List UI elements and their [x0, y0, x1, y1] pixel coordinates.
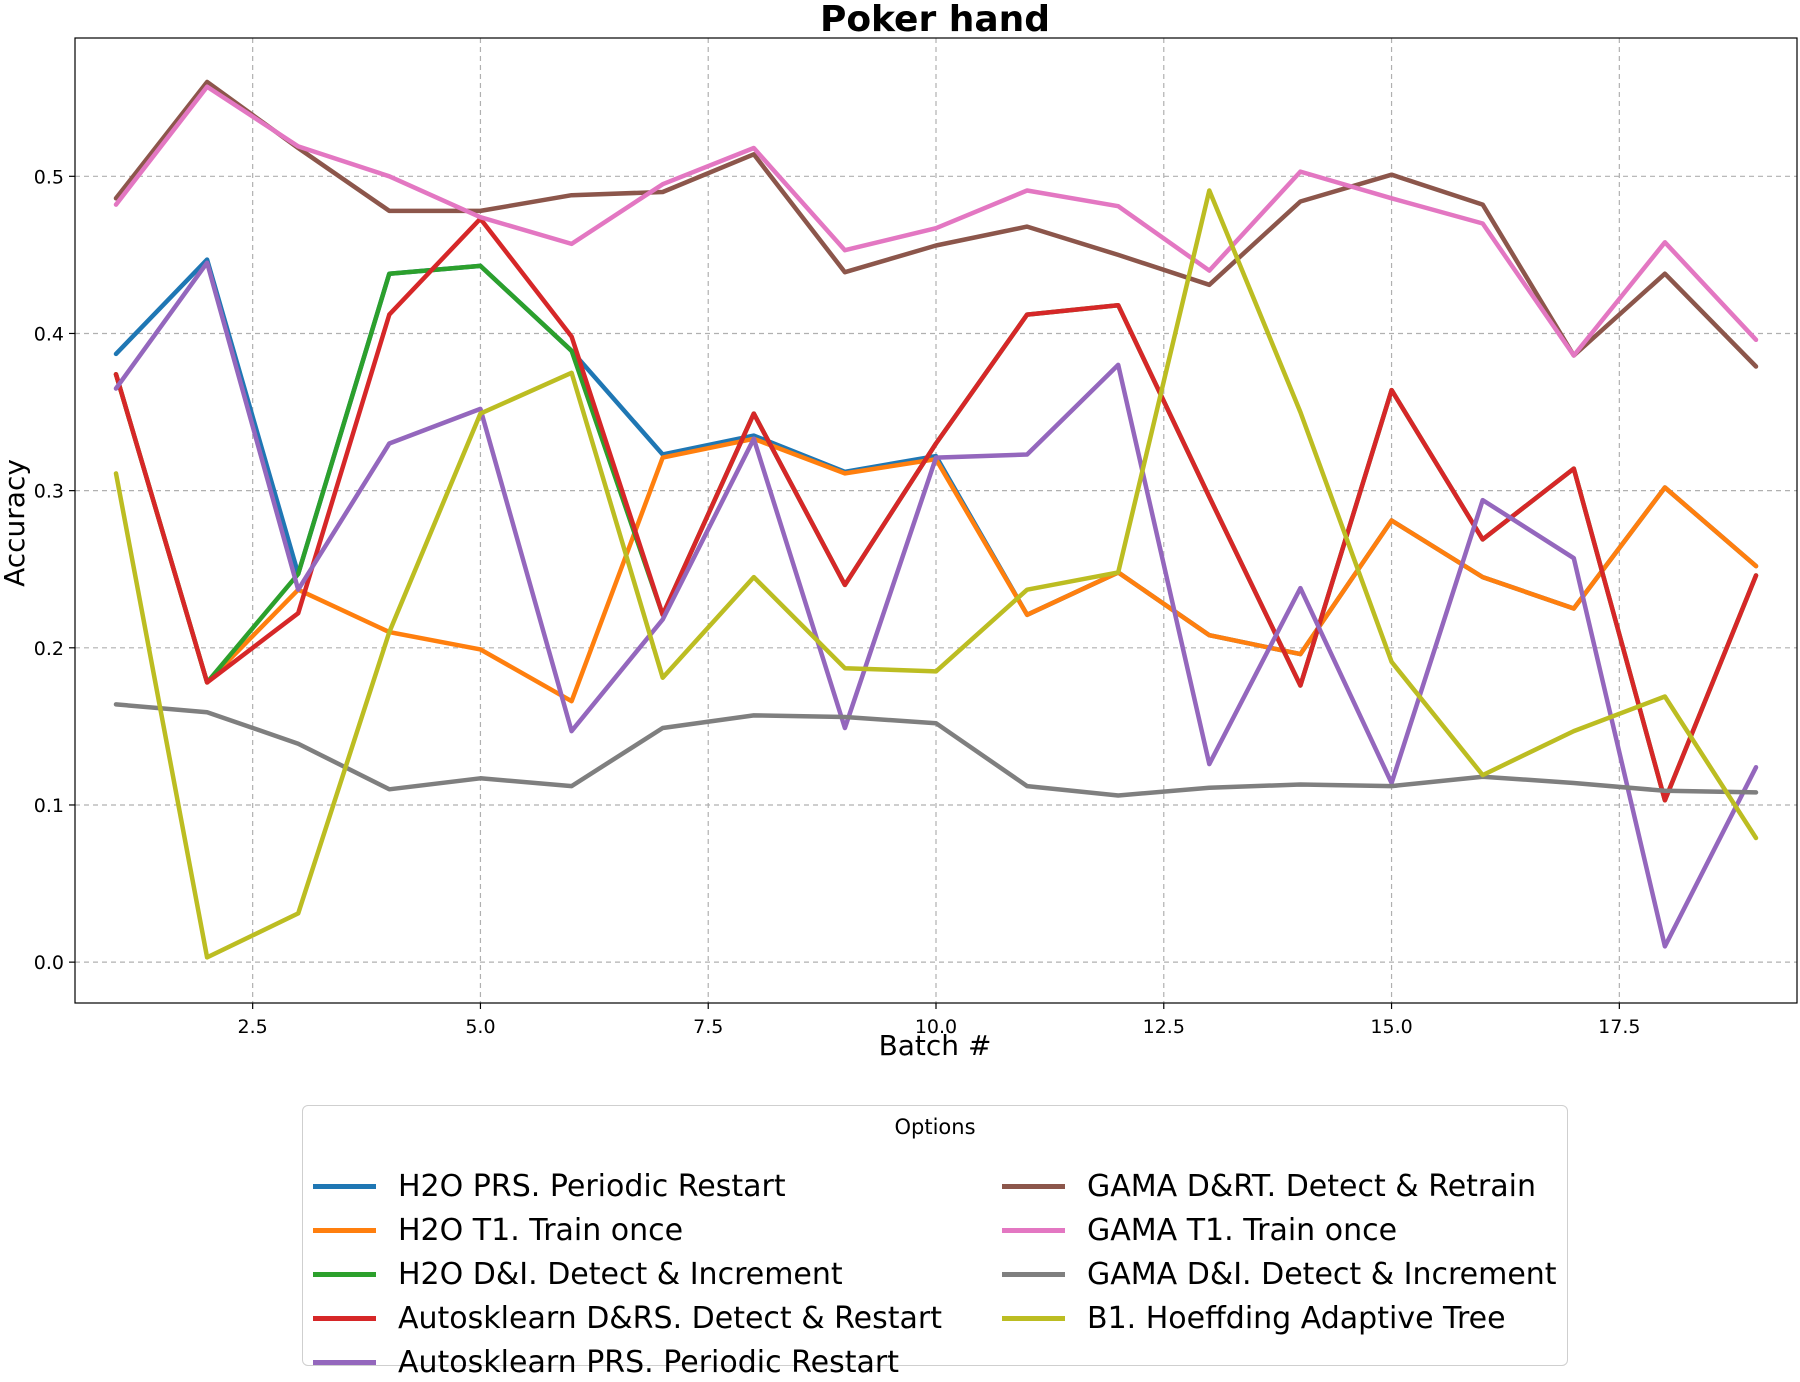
legend-swatch [313, 1183, 376, 1189]
legend-label: H2O T1. Train once [398, 1212, 684, 1248]
x-tick-label: 17.5 [1598, 1016, 1640, 1038]
x-tick-label: 12.5 [1143, 1016, 1185, 1038]
legend-item: Autosklearn D&RS. Detect & Restart [313, 1298, 942, 1338]
series-line-4 [113, 260, 1759, 949]
series-line-6 [113, 84, 1759, 358]
x-axis-label: Batch # [879, 1029, 992, 1062]
x-tick-label: 7.5 [693, 1016, 723, 1038]
legend-label: B1. Hoeffding Adaptive Tree [1087, 1300, 1506, 1336]
legend-title: Options [894, 1115, 976, 1139]
x-tick-label: 15.0 [1370, 1016, 1412, 1038]
x-tick-label: 10.0 [915, 1016, 957, 1038]
legend-swatch [313, 1227, 376, 1233]
y-tick-label: 0.5 [34, 166, 64, 188]
legend: Options H2O PRS. Periodic Restart H2O T1.… [302, 1105, 1568, 1380]
y-tick-label: 0.1 [34, 795, 64, 817]
legend-swatch [313, 1315, 376, 1321]
y-tick-label: 0.2 [34, 638, 64, 660]
y-tick-label: 0.4 [34, 323, 64, 345]
legend-swatch [313, 1271, 376, 1277]
series-line-8 [113, 188, 1759, 960]
legend-label: H2O PRS. Periodic Restart [398, 1168, 786, 1204]
legend-item: GAMA D&RT. Detect & Retrain [1002, 1166, 1536, 1206]
y-tick-label: 0.3 [34, 481, 64, 503]
series-line-3 [113, 216, 1759, 803]
axis-ticks: 2.5 5.0 7.5 10.0 12.5 15.0 17.5 0.0 0.1 0.2 0.3 0.4… [34, 166, 1641, 1038]
series-line-5 [113, 79, 1759, 369]
legend-swatch [313, 1359, 376, 1365]
y-axis-label: Accuracy [0, 459, 31, 587]
legend-label: GAMA D&RT. Detect & Retrain [1087, 1168, 1536, 1204]
series-lines [113, 79, 1759, 960]
y-tick-label: 0.0 [34, 952, 64, 974]
legend-swatch [1002, 1271, 1065, 1277]
legend-label: Autosklearn PRS. Periodic Restart [398, 1344, 899, 1380]
legend-swatch [1002, 1227, 1065, 1233]
legend-item: GAMA D&I. Detect & Increment [1002, 1254, 1557, 1294]
legend-label: Autosklearn D&RS. Detect & Restart [398, 1300, 942, 1336]
legend-item: H2O PRS. Periodic Restart [313, 1166, 786, 1206]
legend-swatch [1002, 1315, 1065, 1321]
legend-item: H2O D&I. Detect & Increment [313, 1254, 843, 1294]
legend-label: H2O D&I. Detect & Increment [398, 1256, 843, 1292]
legend-label: GAMA T1. Train once [1087, 1212, 1398, 1248]
chart-title: Poker hand [820, 0, 1050, 40]
legend-swatch [1002, 1183, 1065, 1189]
x-tick-label: 5.0 [465, 1016, 495, 1038]
legend-item: Autosklearn PRS. Periodic Restart [313, 1342, 899, 1382]
legend-label: GAMA D&I. Detect & Increment [1087, 1256, 1557, 1292]
legend-item: H2O T1. Train once [313, 1210, 683, 1250]
legend-item: GAMA T1. Train once [1002, 1210, 1397, 1250]
x-tick-label: 2.5 [238, 1016, 268, 1038]
grid-lines [75, 38, 1797, 1003]
legend-item: B1. Hoeffding Adaptive Tree [1002, 1298, 1506, 1338]
